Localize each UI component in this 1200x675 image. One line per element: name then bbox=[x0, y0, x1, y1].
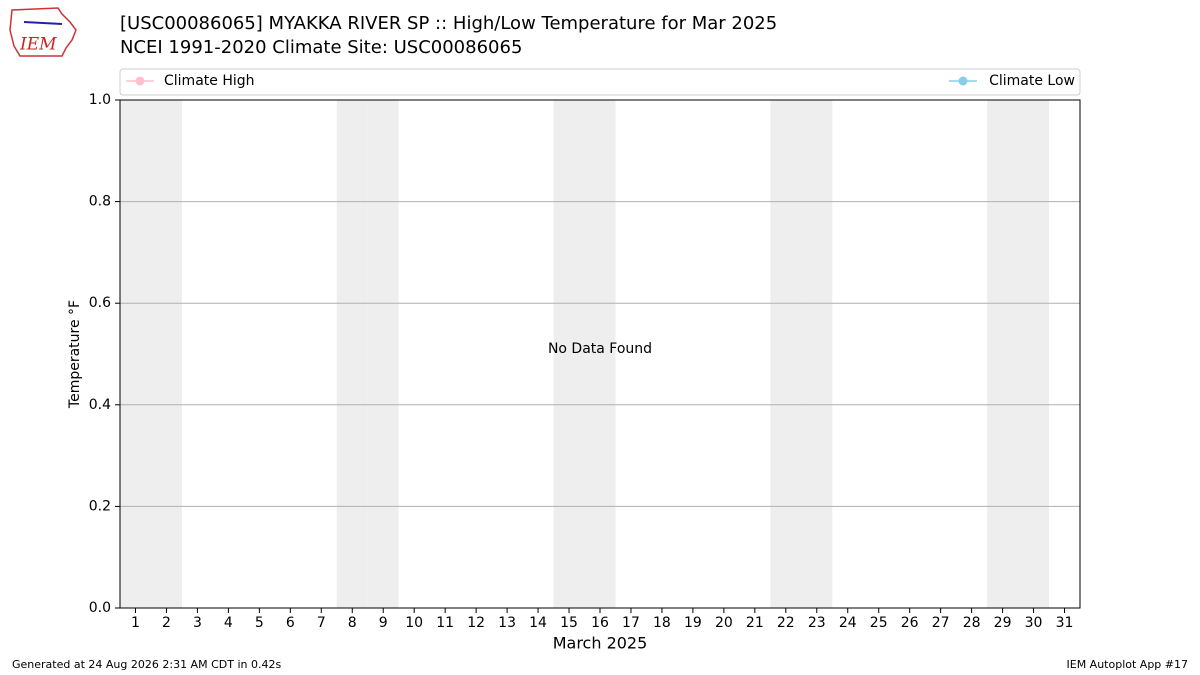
weekend-band bbox=[987, 100, 1019, 608]
x-tick-label: 12 bbox=[467, 615, 485, 631]
x-tick-label: 5 bbox=[255, 615, 264, 631]
y-tick-label: 0.2 bbox=[89, 498, 111, 514]
x-tick-label: 13 bbox=[498, 615, 516, 631]
x-tick-label: 1 bbox=[131, 615, 140, 631]
x-tick-label: 28 bbox=[963, 615, 981, 631]
x-tick-label: 3 bbox=[193, 615, 202, 631]
legend-box bbox=[119, 68, 1081, 96]
legend-marker bbox=[958, 76, 968, 86]
weekend-band bbox=[553, 100, 585, 608]
x-tick-label: 29 bbox=[994, 615, 1012, 631]
x-tick-label: 30 bbox=[1025, 615, 1043, 631]
y-tick-label: 0.4 bbox=[89, 397, 111, 413]
x-tick-label: 9 bbox=[379, 615, 388, 631]
weekend-band bbox=[801, 100, 833, 608]
footer-left: Generated at 24 Aug 2026 2:31 AM CDT in … bbox=[12, 658, 281, 671]
y-axis-label: Temperature °F bbox=[67, 300, 83, 409]
y-tick-label: 0.0 bbox=[89, 600, 111, 616]
x-tick-label: 31 bbox=[1056, 615, 1074, 631]
x-tick-label: 14 bbox=[529, 615, 547, 631]
x-tick-label: 6 bbox=[286, 615, 295, 631]
legend-marker bbox=[135, 76, 145, 86]
x-tick-label: 8 bbox=[348, 615, 357, 631]
x-tick-label: 15 bbox=[560, 615, 578, 631]
x-tick-label: 17 bbox=[622, 615, 640, 631]
y-tick-label: 0.8 bbox=[89, 194, 111, 210]
x-tick-label: 26 bbox=[901, 615, 919, 631]
x-tick-label: 7 bbox=[317, 615, 326, 631]
x-tick-label: 2 bbox=[162, 615, 171, 631]
weekend-band bbox=[1018, 100, 1050, 608]
x-tick-label: 23 bbox=[808, 615, 826, 631]
weekend-band bbox=[367, 100, 399, 608]
logo-outline bbox=[9, 7, 77, 57]
x-tick-label: 20 bbox=[715, 615, 733, 631]
x-tick-label: 16 bbox=[591, 615, 609, 631]
x-tick-label: 18 bbox=[653, 615, 671, 631]
x-tick-label: 11 bbox=[436, 615, 454, 631]
x-axis-label: March 2025 bbox=[553, 634, 648, 653]
chart-subtitle: NCEI 1991-2020 Climate Site: USC00086065 bbox=[120, 37, 522, 58]
x-tick-label: 27 bbox=[932, 615, 950, 631]
annotation: No Data Found bbox=[548, 341, 652, 357]
x-tick-label: 21 bbox=[746, 615, 764, 631]
y-tick-label: 1.0 bbox=[89, 92, 111, 108]
x-tick-label: 24 bbox=[839, 615, 857, 631]
weekend-band bbox=[336, 100, 368, 608]
logo-text: IEM bbox=[19, 35, 57, 55]
logo-line bbox=[23, 21, 63, 25]
logo: IEM bbox=[9, 7, 77, 57]
weekend-band bbox=[120, 100, 151, 608]
weekend-band bbox=[770, 100, 802, 608]
x-tick-label: 19 bbox=[684, 615, 702, 631]
x-tick-label: 10 bbox=[405, 615, 423, 631]
legend-label: Climate Low bbox=[989, 73, 1075, 89]
footer-right: IEM Autoplot App #17 bbox=[1067, 658, 1189, 671]
chart-title: [USC00086065] MYAKKA RIVER SP :: High/Lo… bbox=[120, 13, 777, 34]
x-tick-label: 22 bbox=[777, 615, 795, 631]
weekend-band bbox=[150, 100, 182, 608]
legend-label: Climate High bbox=[164, 73, 255, 89]
weekend-band bbox=[584, 100, 616, 608]
x-tick-label: 4 bbox=[224, 615, 233, 631]
y-tick-label: 0.6 bbox=[89, 295, 111, 311]
x-tick-label: 25 bbox=[870, 615, 888, 631]
